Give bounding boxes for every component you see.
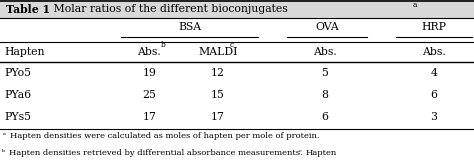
Text: 6: 6: [430, 90, 437, 100]
Text: HRP: HRP: [421, 22, 446, 32]
Text: a: a: [412, 1, 417, 9]
Text: Molar ratios of the different bioconjugates: Molar ratios of the different bioconjuga…: [50, 4, 288, 14]
Text: BSA: BSA: [178, 22, 201, 32]
Text: PYa6: PYa6: [5, 90, 32, 100]
Text: 8: 8: [321, 90, 328, 100]
Text: ᵃ: ᵃ: [2, 132, 5, 140]
Text: Hapten densities were calculated as moles of hapten per mole of protein.: Hapten densities were calculated as mole…: [10, 132, 320, 140]
Text: ᵇ: ᵇ: [2, 149, 5, 157]
Text: PYo5: PYo5: [5, 68, 32, 78]
Bar: [0, 0, 474, 18]
Text: Abs.: Abs.: [422, 47, 446, 57]
Text: 17: 17: [211, 112, 225, 122]
Text: 3: 3: [430, 112, 437, 122]
Text: 25: 25: [142, 90, 156, 100]
Text: Hapten densities retrieved by differential absorbance measurements.: Hapten densities retrieved by differenti…: [9, 149, 302, 157]
Text: Hapten: Hapten: [306, 149, 337, 157]
Text: 12: 12: [211, 68, 225, 78]
Text: 19: 19: [142, 68, 156, 78]
Text: b: b: [161, 41, 166, 49]
Text: Abs.: Abs.: [313, 47, 337, 57]
Text: c: c: [230, 41, 234, 49]
Text: 17: 17: [142, 112, 156, 122]
Text: Hapten: Hapten: [5, 47, 45, 57]
Text: OVA: OVA: [315, 22, 339, 32]
Text: ᶜ: ᶜ: [299, 149, 301, 157]
Text: MALDI: MALDI: [198, 47, 238, 57]
Text: 15: 15: [211, 90, 225, 100]
Text: 6: 6: [321, 112, 328, 122]
Text: 5: 5: [321, 68, 328, 78]
Text: Abs.: Abs.: [137, 47, 161, 57]
Text: Table 1: Table 1: [6, 4, 50, 15]
Text: 4: 4: [430, 68, 437, 78]
Text: PYs5: PYs5: [5, 112, 32, 122]
